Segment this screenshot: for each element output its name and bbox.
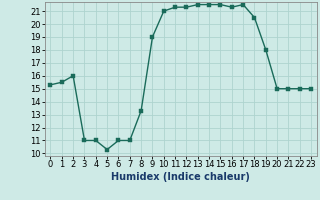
X-axis label: Humidex (Indice chaleur): Humidex (Indice chaleur) (111, 172, 250, 182)
